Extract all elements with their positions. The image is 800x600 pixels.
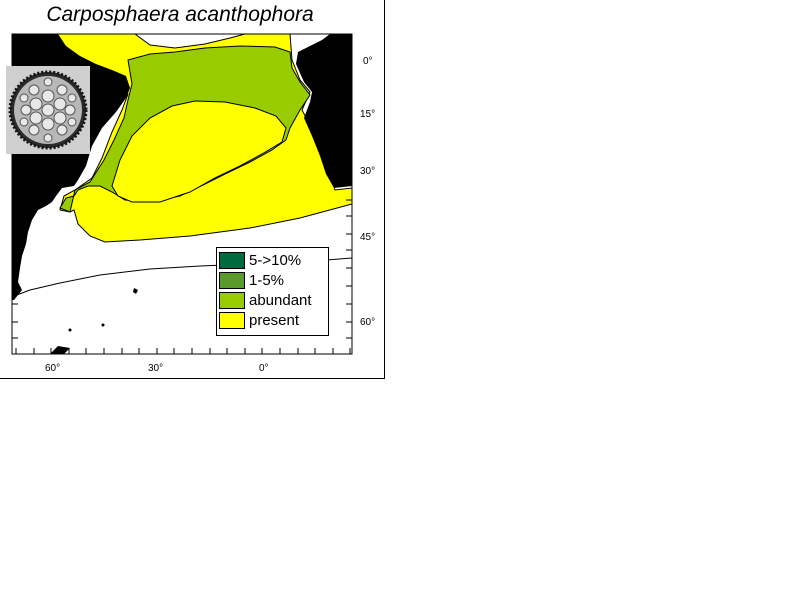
latitude-label: 15° bbox=[360, 109, 376, 120]
longitude-label: 60° bbox=[45, 363, 61, 374]
island bbox=[133, 288, 138, 294]
legend-swatch bbox=[219, 251, 245, 269]
inner-present-zone bbox=[111, 100, 287, 203]
right-ticks bbox=[346, 43, 352, 339]
legend-label: 1-5% bbox=[249, 271, 285, 289]
legend-item: 5->10% bbox=[219, 251, 301, 269]
legend-label: abundant bbox=[249, 291, 312, 309]
legend-swatch bbox=[219, 311, 245, 329]
legend-item: 1-5% bbox=[219, 271, 284, 289]
legend-label: 5->10% bbox=[249, 251, 302, 269]
legend: 5->10% 1-5% abundant present bbox=[216, 247, 329, 336]
latitude-label: 30° bbox=[360, 166, 376, 177]
latitude-label: 45° bbox=[360, 232, 376, 243]
island bbox=[50, 346, 70, 354]
legend-swatch bbox=[219, 271, 245, 289]
map-border bbox=[11, 33, 353, 355]
map-title: Carposphaera acanthophora bbox=[46, 3, 314, 26]
legend-swatch bbox=[219, 291, 245, 309]
legend-item: abundant bbox=[219, 291, 312, 309]
radiolarian-specimen-image bbox=[6, 66, 90, 154]
map-frame bbox=[0, 0, 385, 379]
legend-item: present bbox=[219, 311, 299, 329]
land-east bbox=[296, 34, 352, 188]
legend-label: present bbox=[249, 311, 300, 329]
island bbox=[68, 328, 72, 332]
longitude-label: 0° bbox=[259, 363, 269, 374]
latitude-label: 0° bbox=[363, 56, 373, 67]
island bbox=[101, 323, 105, 327]
longitude-label: 30° bbox=[148, 363, 164, 374]
latitude-label: 60° bbox=[360, 317, 376, 328]
bottom-ticks bbox=[15, 348, 351, 354]
